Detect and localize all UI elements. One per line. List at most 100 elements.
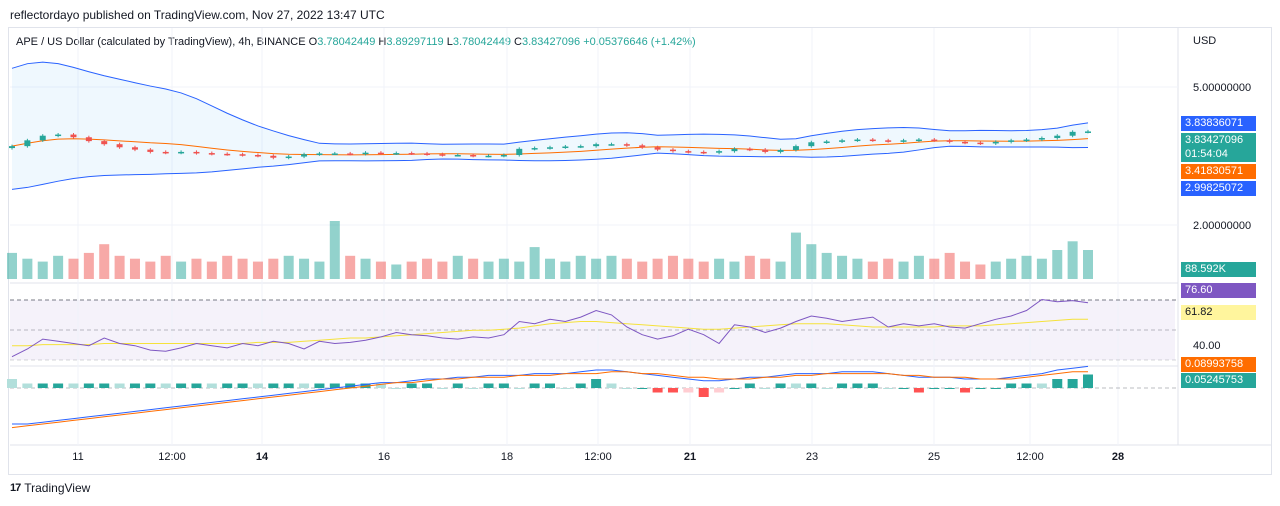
volume-bar (114, 255, 125, 279)
candle-body (24, 140, 31, 147)
volume-bar (268, 258, 279, 279)
macd-histogram-bar (53, 383, 64, 388)
volume-bar (591, 258, 602, 279)
candle-body (162, 151, 169, 154)
candle-body (301, 154, 308, 157)
candle-body (577, 146, 584, 148)
volume-bar (252, 261, 263, 279)
candles (9, 129, 1091, 160)
macd-histogram-bar (145, 383, 156, 388)
volume-bar (37, 261, 48, 279)
chart-frame (8, 27, 1272, 475)
volume-bar (621, 258, 632, 279)
rsi-pane (10, 298, 1178, 361)
price-tag: 76.60 (1181, 283, 1256, 298)
macd-histogram-bar (422, 383, 433, 388)
y-tick-label: 5.00000000 (1193, 82, 1251, 94)
macd-histogram-bar (314, 383, 325, 388)
macd-histogram-bar (514, 388, 525, 389)
macd-histogram-bar (483, 383, 494, 388)
candle-body (1085, 131, 1091, 133)
macd-histogram-bar (268, 383, 279, 388)
macd-histogram-bar (37, 383, 48, 388)
candle-body (208, 153, 215, 155)
macd-histogram-bar (560, 388, 571, 389)
macd-histogram-bar (698, 388, 709, 397)
candle-body (516, 148, 523, 156)
price-tag: 2.99825072 (1181, 181, 1256, 196)
volume-bar (929, 258, 940, 279)
candle-body (393, 153, 400, 155)
volume-bar (191, 258, 202, 279)
volume-bar (452, 255, 463, 279)
candle-body (946, 140, 953, 142)
macd-histogram-bar (944, 388, 955, 389)
change-value: +0.05376646 (+1.42%) (583, 36, 696, 48)
candle-body (685, 151, 692, 153)
volume-bar (960, 261, 971, 279)
volume-bar (222, 255, 233, 279)
macd-pane (7, 365, 1178, 429)
candle-body (408, 153, 415, 155)
volume-bar (975, 264, 986, 279)
low-value: 3.78042449 (452, 36, 511, 48)
macd-signal-line (11, 371, 1088, 429)
candle-body (1008, 140, 1015, 142)
price-tag: 0.08993758 (1181, 357, 1256, 372)
macd-histogram-bar (852, 383, 863, 388)
candle-body (101, 141, 108, 145)
price-tag: 3.83427096 (1181, 133, 1256, 148)
x-tick-label: 16 (378, 451, 390, 463)
volume-bar (68, 258, 79, 279)
volume-bar (437, 261, 448, 279)
volume-bar (283, 255, 294, 279)
macd-histogram-bar (68, 383, 79, 388)
volume-bar (760, 258, 771, 279)
volume-bar (898, 261, 909, 279)
candle-body (992, 141, 999, 144)
macd-histogram-bar (22, 383, 33, 388)
volume-bar (652, 258, 663, 279)
macd-histogram-bar (960, 388, 971, 393)
volume-bar (545, 258, 555, 279)
volume-bar (145, 261, 156, 279)
macd-histogram-bar (222, 383, 233, 388)
macd-histogram-bar (729, 388, 740, 389)
macd-histogram-bar (714, 388, 725, 393)
volume-bar (606, 255, 617, 279)
candle-body (900, 140, 907, 142)
bollinger-basis-line (11, 138, 1089, 156)
candle-body (962, 141, 969, 144)
candle-body (777, 149, 784, 152)
candle-body (485, 155, 492, 158)
candle-body (55, 134, 62, 137)
symbol-legend: APE / US Dollar (calculated by TradingVi… (16, 36, 696, 48)
macd-histogram-bar (129, 383, 140, 388)
macd-line (12, 365, 1089, 425)
x-tick-label: 25 (928, 451, 940, 463)
macd-histogram-bar (83, 383, 94, 388)
rsi-line (11, 298, 1089, 358)
volume-bar (7, 252, 17, 279)
macd-histogram-bar (7, 379, 17, 388)
rsi-tick-label: 40.00 (1193, 340, 1221, 352)
volume-bar (683, 258, 694, 279)
volume-bar (1021, 255, 1032, 279)
candle-body (669, 149, 676, 152)
volume-bar (375, 261, 386, 279)
macd-histogram-bar (468, 388, 479, 389)
x-tick-label: 28 (1112, 451, 1124, 463)
candle-body (347, 153, 354, 155)
volume-bar (1006, 258, 1017, 279)
candle-body (439, 154, 446, 156)
volume-bar (1067, 241, 1078, 279)
x-tick-label: 18 (501, 451, 513, 463)
candle-body (178, 151, 185, 154)
symbol-title: APE / US Dollar (calculated by TradingVi… (16, 36, 306, 48)
macd-histogram-bar (637, 388, 648, 389)
footer-brand: TradingView (24, 481, 91, 495)
macd-histogram-bar (252, 383, 263, 388)
macd-histogram-bar (406, 383, 417, 388)
volume-bar (160, 255, 171, 279)
